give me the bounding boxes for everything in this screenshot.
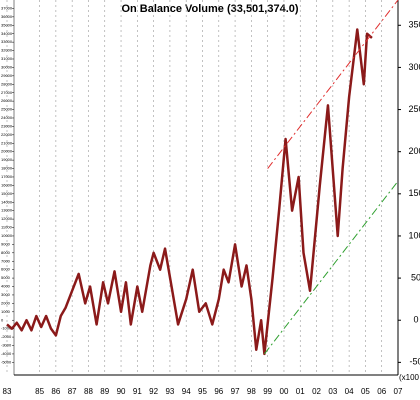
x-tick-label: 02 — [312, 387, 321, 396]
y2-tick-label: 30000 — [1, 64, 13, 69]
y-unit-label: (x100 — [399, 373, 420, 382]
y2-tick-label: 9000 — [1, 241, 11, 246]
y-tick-label: 100 — [408, 230, 420, 240]
x-tick-label: 01 — [296, 387, 305, 396]
y2-tick-label: -4000 — [1, 351, 12, 356]
y2-tick-label: 34000 — [1, 31, 13, 36]
y2-tick-label: 21000 — [1, 140, 13, 145]
y2-tick-label: 6000 — [1, 267, 11, 272]
y2-tick-label: -1000 — [1, 326, 12, 331]
y-tick-label: 300 — [408, 62, 420, 72]
x-tick-label: 85 — [35, 387, 44, 396]
x-tick-label: 04 — [345, 387, 354, 396]
chart-title: On Balance Volume (33,501,374.0) — [121, 3, 298, 15]
x-tick-label: 83 — [3, 387, 12, 396]
y-tick-label: 250 — [408, 104, 420, 114]
y2-tick-label: 14000 — [1, 199, 13, 204]
y2-tick-label: 10000 — [1, 233, 13, 238]
y-tick-label: 0 — [413, 315, 418, 325]
x-tick-label: 91 — [133, 387, 142, 396]
y2-tick-label: 17000 — [1, 174, 13, 179]
y2-tick-label: 36000 — [1, 14, 13, 19]
y-tick-label: 350 — [408, 20, 420, 30]
y2-tick-label: 24000 — [1, 115, 13, 120]
y2-tick-label: 4000 — [1, 284, 11, 289]
x-tick-label: 94 — [182, 387, 191, 396]
x-tick-label: 98 — [247, 387, 256, 396]
x-tick-label: 96 — [214, 387, 223, 396]
y2-tick-label: 11000 — [1, 225, 13, 230]
y2-tick-label: 13000 — [1, 208, 13, 213]
x-tick-label: 03 — [328, 387, 337, 396]
y2-tick-label: 8000 — [1, 250, 11, 255]
x-tick-label: 07 — [394, 387, 403, 396]
y2-tick-label: 26000 — [1, 98, 13, 103]
x-tick-label: 93 — [165, 387, 174, 396]
x-tick-label: 86 — [51, 387, 60, 396]
y2-tick-label: 2000 — [1, 300, 11, 305]
y2-tick-label: 1000 — [1, 309, 11, 314]
y-tick-label: 50 — [411, 272, 420, 282]
x-tick-label: 89 — [100, 387, 109, 396]
y2-tick-label: 15000 — [1, 191, 13, 196]
x-tick-label: 88 — [84, 387, 93, 396]
y-tick-label: 200 — [408, 146, 420, 156]
y2-tick-label: -2000 — [1, 334, 12, 339]
y-tick-label: -50 — [409, 357, 420, 367]
y-tick-label: 150 — [408, 188, 420, 198]
y2-tick-label: 25000 — [1, 107, 13, 112]
x-tick-label: 00 — [280, 387, 289, 396]
y2-tick-label: 37000 — [1, 5, 13, 10]
x-tick-label: 97 — [231, 387, 240, 396]
y2-tick-label: 27000 — [1, 90, 13, 95]
y2-tick-label: 7000 — [1, 258, 11, 263]
x-tick-label: 92 — [149, 387, 158, 396]
x-tick-label: 87 — [68, 387, 77, 396]
x-tick-label: 90 — [117, 387, 126, 396]
y2-tick-label: 23000 — [1, 123, 13, 128]
y2-tick-label: 35000 — [1, 22, 13, 27]
y2-tick-label: 31000 — [1, 56, 13, 61]
y2-tick-label: 19000 — [1, 157, 13, 162]
trend-line — [264, 180, 399, 355]
y2-tick-label: -5000 — [1, 359, 12, 364]
y2-tick-label: 32000 — [1, 48, 13, 53]
y2-tick-label: 28000 — [1, 81, 13, 86]
x-tick-label: 06 — [377, 387, 386, 396]
x-tick-label: 05 — [361, 387, 370, 396]
y2-tick-label: 18000 — [1, 166, 13, 171]
y2-tick-label: 33000 — [1, 39, 13, 44]
y2-tick-label: 3000 — [1, 292, 11, 297]
y2-tick-label: 16000 — [1, 182, 13, 187]
y2-tick-label: 29000 — [1, 73, 13, 78]
x-tick-label: 95 — [198, 387, 207, 396]
y2-tick-label: 22000 — [1, 132, 13, 137]
y2-tick-label: -3000 — [1, 343, 12, 348]
y2-tick-label: 12000 — [1, 216, 13, 221]
trend-line — [267, 0, 399, 169]
y2-tick-label: 5000 — [1, 275, 11, 280]
y2-tick-label: 0 — [1, 317, 4, 322]
y2-tick-label: 20000 — [1, 149, 13, 154]
data-line — [6, 28, 373, 356]
x-tick-label: 99 — [263, 387, 272, 396]
